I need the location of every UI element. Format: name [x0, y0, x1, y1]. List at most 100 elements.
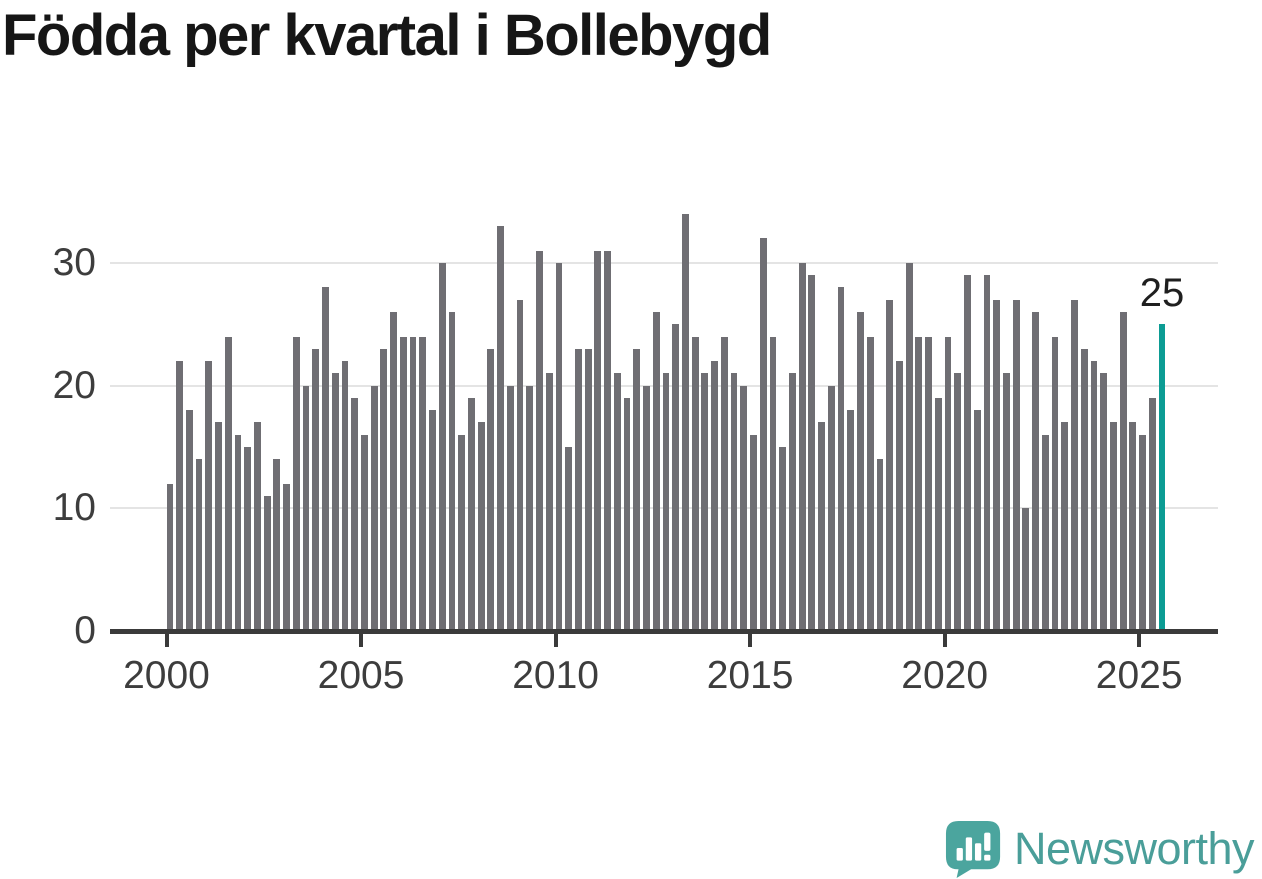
x-axis-tick [359, 634, 364, 647]
bar [584, 348, 592, 631]
bar [633, 348, 641, 631]
bar [594, 250, 602, 631]
bar [429, 410, 436, 631]
bar [944, 336, 952, 631]
bar [866, 336, 874, 631]
bar [545, 373, 553, 631]
bar [370, 385, 378, 631]
bar [224, 336, 232, 631]
bar [876, 459, 884, 631]
bar [886, 299, 894, 631]
bar [283, 483, 291, 631]
bar [185, 410, 193, 631]
x-axis-tick-label: 2020 [901, 654, 989, 697]
bar [672, 324, 680, 631]
x-axis-tick-label: 2000 [123, 654, 210, 697]
bar [837, 287, 845, 631]
bar [1080, 348, 1088, 631]
highlight-bar [1158, 324, 1166, 631]
chart-title: Födda per kvartal i Bollebygd [2, 3, 772, 68]
x-axis-tick-label: 2015 [706, 654, 794, 697]
bar [682, 213, 689, 631]
bar [458, 434, 466, 631]
newsworthy-logo: Newsworthy [945, 820, 1255, 878]
bar [604, 250, 611, 631]
bar [643, 385, 650, 631]
bar [691, 336, 699, 631]
bar [312, 348, 320, 631]
bar [409, 336, 417, 631]
bar [798, 262, 806, 631]
bar [1110, 422, 1117, 631]
x-axis-tick-label: 2010 [512, 654, 599, 697]
bar [1071, 299, 1078, 631]
bar [896, 361, 903, 631]
bar [613, 373, 621, 631]
bar [720, 336, 728, 631]
x-axis-tick [1137, 634, 1142, 647]
x-axis-tick [748, 634, 753, 647]
x-axis-tick-label: 2025 [1095, 654, 1183, 697]
bar [438, 262, 446, 631]
bar [623, 397, 631, 631]
bar [779, 446, 787, 631]
bar [234, 434, 242, 631]
bar [808, 275, 816, 631]
bar [195, 459, 203, 631]
bar [351, 397, 359, 631]
bar [701, 373, 709, 631]
bar [254, 422, 261, 631]
bar [954, 373, 962, 631]
bar [273, 459, 281, 631]
bar [711, 361, 718, 631]
bar [331, 373, 339, 631]
bar [555, 262, 563, 631]
bar [263, 496, 271, 631]
bar [983, 275, 991, 631]
bar [740, 385, 748, 631]
bar [818, 422, 825, 631]
bar [1090, 361, 1098, 631]
bar [730, 373, 738, 631]
bar [536, 250, 543, 631]
bar [1139, 434, 1146, 631]
bar [789, 373, 796, 631]
bar [477, 422, 485, 631]
bar [506, 385, 514, 631]
bar [341, 361, 349, 631]
bar [964, 275, 971, 631]
bar [380, 348, 388, 631]
bar [925, 336, 932, 631]
bar [905, 262, 913, 631]
bar [1003, 373, 1010, 631]
bar [448, 311, 456, 631]
y-axis-tick-label: 10 [52, 486, 96, 530]
bar [419, 336, 427, 631]
bar [244, 446, 252, 631]
x-axis-tick [164, 634, 169, 647]
bar [759, 238, 767, 631]
bar [516, 299, 524, 631]
x-axis-tick-label: 2005 [317, 654, 405, 697]
y-axis-tick-label: 0 [74, 609, 96, 652]
bar [827, 385, 835, 631]
gridline-30 [110, 261, 1218, 264]
bar [399, 336, 407, 631]
bar [205, 361, 213, 631]
bar [915, 336, 923, 631]
bar [1012, 299, 1020, 631]
highlight-value-label: 25 [1139, 271, 1185, 315]
bar [1041, 434, 1049, 631]
bar [176, 361, 184, 631]
bar [302, 385, 310, 631]
bar [487, 348, 495, 631]
bar [1061, 422, 1069, 631]
bar [1119, 311, 1127, 631]
x-axis-tick [942, 634, 947, 647]
bar [390, 311, 398, 631]
bar [497, 226, 504, 631]
bar [1148, 397, 1156, 631]
bar [934, 397, 942, 631]
